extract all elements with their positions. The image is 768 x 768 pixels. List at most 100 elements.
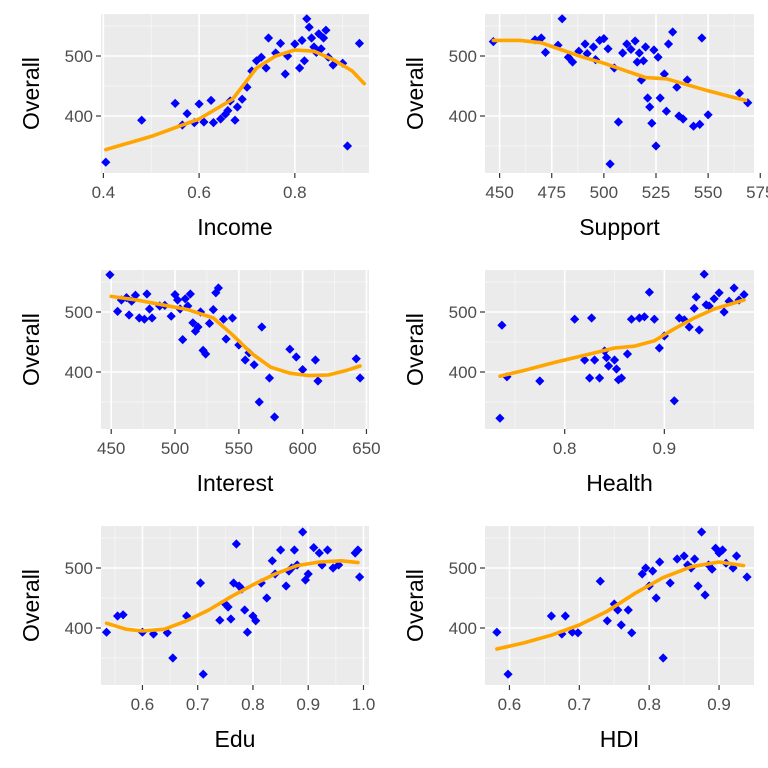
data-point [589,355,600,365]
data-point [195,578,206,588]
smooth-trend-line [103,48,367,152]
data-point [285,344,295,354]
data-point [605,159,615,169]
data-point [602,616,612,626]
data-point [672,554,682,564]
data-point [309,543,319,553]
data-point [295,63,305,73]
x-tick-label: 450 [97,439,125,458]
x-axis-title: Support [579,214,660,240]
x-tick-label: 550 [225,439,253,458]
y-tick-label: 400 [65,619,93,638]
data-point [142,289,152,299]
data-point [144,304,155,314]
data-point [645,102,655,112]
data-point [275,545,286,555]
data-point [242,627,253,637]
data-point [640,42,651,52]
data-point [251,616,261,626]
data-point [147,313,157,323]
data-point [316,44,326,54]
data-point [190,326,201,336]
y-axis-title: Overall [18,569,44,642]
x-tick-label: 0.9 [296,695,320,714]
data-point [269,412,280,422]
y-tick-label: 400 [65,107,93,126]
data-point [495,413,505,423]
data-point [695,119,705,129]
data-point [306,33,317,43]
data-point [215,615,225,625]
data-point [679,315,689,325]
data-point [613,117,624,127]
data-point [248,611,258,621]
data-point [588,42,599,52]
data-point [634,313,645,323]
data-point [230,115,240,125]
data-point [609,355,620,365]
data-point [208,118,219,128]
data-point [557,14,567,24]
y-axis-title: Overall [402,313,428,386]
data-point [649,45,659,55]
data-point [540,47,551,57]
data-point [275,38,286,48]
data-point [322,545,333,555]
panel-health: 0.8 0.9 400 500 Health Overall [402,270,754,496]
y-tick-label: 500 [65,47,93,66]
data-point [714,288,724,298]
data-point [497,320,507,330]
data-point [622,349,633,359]
y-tick-label: 400 [449,107,477,126]
data-point [298,527,308,537]
x-tick-label: 0.6 [187,183,211,202]
data-point [707,564,717,574]
data-point [653,52,663,62]
data-point [101,627,112,637]
data-point [313,376,323,386]
data-point [353,545,363,555]
data-point [334,560,344,570]
data-point [567,627,577,637]
x-tick-label: 475 [538,183,566,202]
data-point [194,99,204,109]
data-point [216,114,226,124]
y-axis-title: Overall [18,57,44,130]
panel-support: 450 475 500 525 550 575 400 500 Support Overall [402,14,768,240]
y-tick-label: 500 [449,559,477,578]
data-point [672,82,682,92]
data-point [185,289,195,299]
data-point [271,48,281,58]
data-point [603,44,613,54]
data-point [729,283,739,293]
data-point [264,373,275,383]
plot-marks [101,14,367,167]
data-point [303,569,313,579]
plot-marks [105,270,365,422]
data-point [626,44,636,54]
data-point [580,355,590,365]
data-point [567,57,578,67]
data-point [734,88,745,98]
data-point [257,322,267,332]
data-point [743,98,753,108]
data-point [563,52,574,62]
data-point [632,57,642,67]
data-point [560,611,570,621]
data-point [616,373,627,383]
data-point [262,593,272,603]
data-point [204,318,215,328]
data-point [699,270,709,279]
data-point [247,66,257,76]
data-point [595,35,605,45]
data-point [626,314,637,324]
data-point [623,605,633,615]
data-point [223,602,233,612]
data-point [237,94,247,104]
data-point [668,27,678,37]
x-axis-title: Interest [197,470,274,496]
x-tick-label: 0.7 [568,695,592,714]
data-point [291,352,301,362]
data-point [649,314,659,324]
data-point [188,318,198,328]
